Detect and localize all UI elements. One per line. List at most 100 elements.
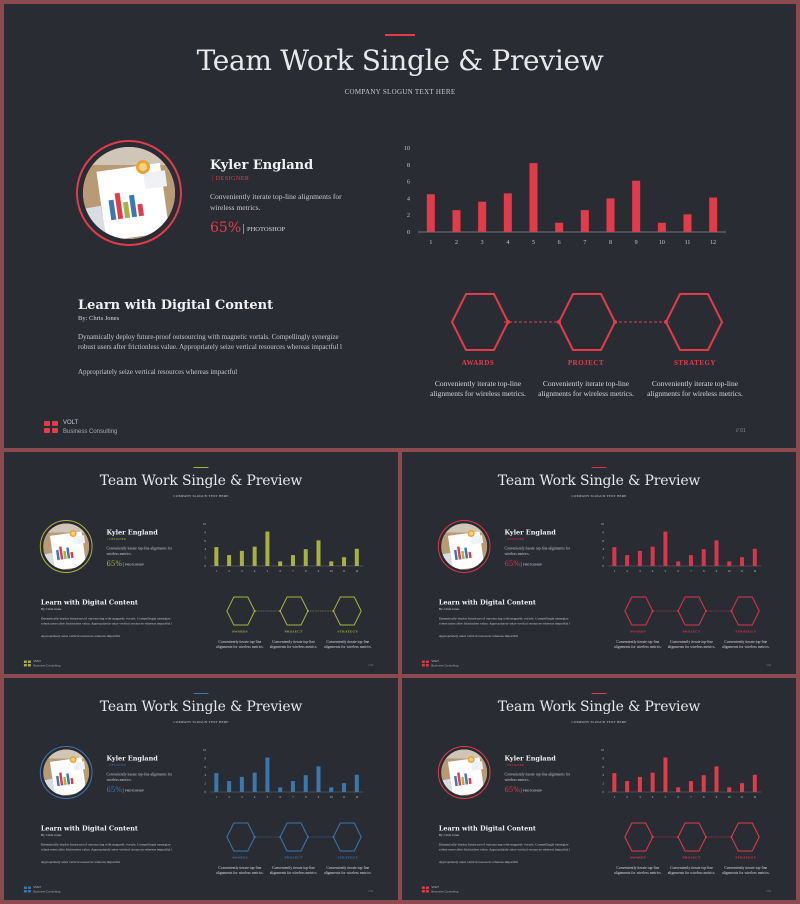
bar [329, 561, 334, 566]
bar [555, 222, 564, 232]
y-tick-label: 0 [204, 564, 206, 568]
page-number: // 01 [368, 664, 374, 667]
learn-body: Dynamically deploy future-proof outsourc… [78, 333, 342, 351]
x-tick-label: 6 [279, 569, 281, 573]
connector-dot-2 [677, 836, 680, 838]
step-strategy: STRATEGY Conveniently iterate top-line a… [320, 856, 375, 876]
x-tick-label: 1 [216, 795, 218, 799]
y-tick-label: 0 [602, 790, 604, 794]
role-prefix: | [505, 538, 508, 541]
bar [714, 766, 719, 792]
x-tick-label: 11 [685, 240, 691, 246]
slide-content: Team Work Single & Preview COMPANY SLOGU… [4, 4, 796, 448]
x-tick-label: 12 [753, 569, 756, 573]
x-tick-label: 6 [677, 795, 679, 799]
bar [727, 561, 732, 566]
role-text: DESIGNER [507, 538, 525, 541]
avatar-ring [437, 746, 491, 799]
x-tick-label: 8 [609, 240, 612, 246]
bar [637, 550, 642, 566]
x-tick-label: 10 [330, 569, 333, 573]
y-tick-label: 2 [204, 782, 206, 786]
avatar-image [441, 749, 488, 796]
learn-title: Learn with Digital Content [40, 825, 138, 833]
slide-thumbnail-blue[interactable]: Team Work Single & Preview COMPANY SLOGU… [4, 678, 398, 900]
learn-extra: Appropriately seize vertical resources w… [438, 634, 519, 638]
slide-title: Team Work Single & Preview [497, 698, 701, 715]
slide-main[interactable]: Team Work Single & Preview COMPANY SLOGU… [4, 4, 796, 448]
learn-author: By: Chris Jones [438, 833, 460, 838]
bar [278, 561, 283, 566]
step-description: Conveniently iterate top-line alignments… [667, 865, 716, 876]
x-tick-label: 7 [583, 240, 586, 246]
bar [701, 775, 706, 792]
step-description: Conveniently iterate top-line alignments… [613, 639, 662, 650]
step-description: Conveniently iterate top-line alignments… [538, 379, 634, 398]
bar [663, 757, 668, 792]
bar [612, 773, 617, 792]
hexagon-strategy [664, 293, 724, 351]
bar [303, 775, 308, 792]
hexagon-diagram [226, 822, 362, 852]
hexagon-awards [624, 596, 654, 626]
slide-title: Team Work Single & Preview [99, 698, 303, 715]
x-tick-label: 9 [318, 795, 320, 799]
y-tick-label: 4 [602, 773, 604, 777]
skill-label: PHOTOSHOP [522, 563, 542, 567]
title-accent-bar [385, 34, 415, 36]
step-description: Conveniently iterate top-line alignments… [269, 865, 318, 876]
connector-dot-2 [677, 610, 680, 612]
x-tick-label: 4 [254, 795, 256, 799]
bar [452, 210, 461, 232]
bar-chart: 0 2 4 6 8 10 1 2 3 4 5 6 7 8 9 10 11 12 [396, 140, 736, 252]
y-tick-label: 8 [204, 756, 206, 760]
hexagon-diagram [226, 596, 362, 626]
slide-slogan: COMPANY SLOGUN TEXT HERE [173, 720, 229, 724]
y-tick-label: 2 [204, 556, 206, 560]
step-strategy: STRATEGY Conveniently iterate top-line a… [640, 359, 750, 399]
bar [529, 163, 538, 232]
role-text: DESIGNER [507, 764, 525, 767]
x-tick-label: 10 [728, 795, 731, 799]
x-tick-label: 2 [626, 569, 628, 573]
bar [709, 197, 718, 232]
avatar [441, 523, 488, 570]
x-tick-label: 7 [292, 569, 294, 573]
x-tick-label: 1 [614, 795, 616, 799]
bar [426, 194, 435, 232]
x-tick-label: 10 [728, 569, 731, 573]
x-tick-label: 9 [716, 795, 718, 799]
person-name: Kyler England [106, 755, 158, 763]
slide-thumbnail-red[interactable]: Team Work Single & Preview COMPANY SLOGU… [402, 452, 796, 674]
bar [265, 531, 270, 566]
volt-logo-icon [44, 421, 59, 434]
step-label: STRATEGY [674, 359, 716, 367]
avatar-image [43, 749, 90, 796]
skill-label: PHOTOSHOP [247, 226, 286, 233]
y-tick-label: 6 [204, 539, 206, 543]
x-tick-label: 9 [318, 569, 320, 573]
step-description: Conveniently iterate top-line alignments… [430, 379, 526, 398]
logo-subtitle: Business Consulting [33, 890, 61, 894]
y-tick-label: 2 [602, 782, 604, 786]
avatar-image [441, 523, 488, 570]
skill-label: PHOTOSHOP [522, 789, 542, 793]
x-tick-label: 8 [703, 569, 705, 573]
slide-thumbnail-red-2[interactable]: Team Work Single & Preview COMPANY SLOGU… [402, 678, 796, 900]
bar [290, 781, 295, 792]
logo-title: VOLT [431, 660, 439, 663]
percent-divider [243, 224, 244, 234]
slide-thumbnail-olive[interactable]: Team Work Single & Preview COMPANY SLOGU… [4, 452, 398, 674]
bar [727, 787, 732, 792]
hexagon-awards [624, 822, 654, 852]
bar [354, 548, 359, 566]
bar [342, 783, 347, 792]
step-project: PROJECT Conveniently iterate top-line al… [664, 856, 719, 876]
x-tick-label: 8 [305, 569, 307, 573]
bar [478, 201, 487, 232]
bar [740, 557, 745, 566]
bar [650, 546, 655, 566]
bar [214, 773, 219, 792]
